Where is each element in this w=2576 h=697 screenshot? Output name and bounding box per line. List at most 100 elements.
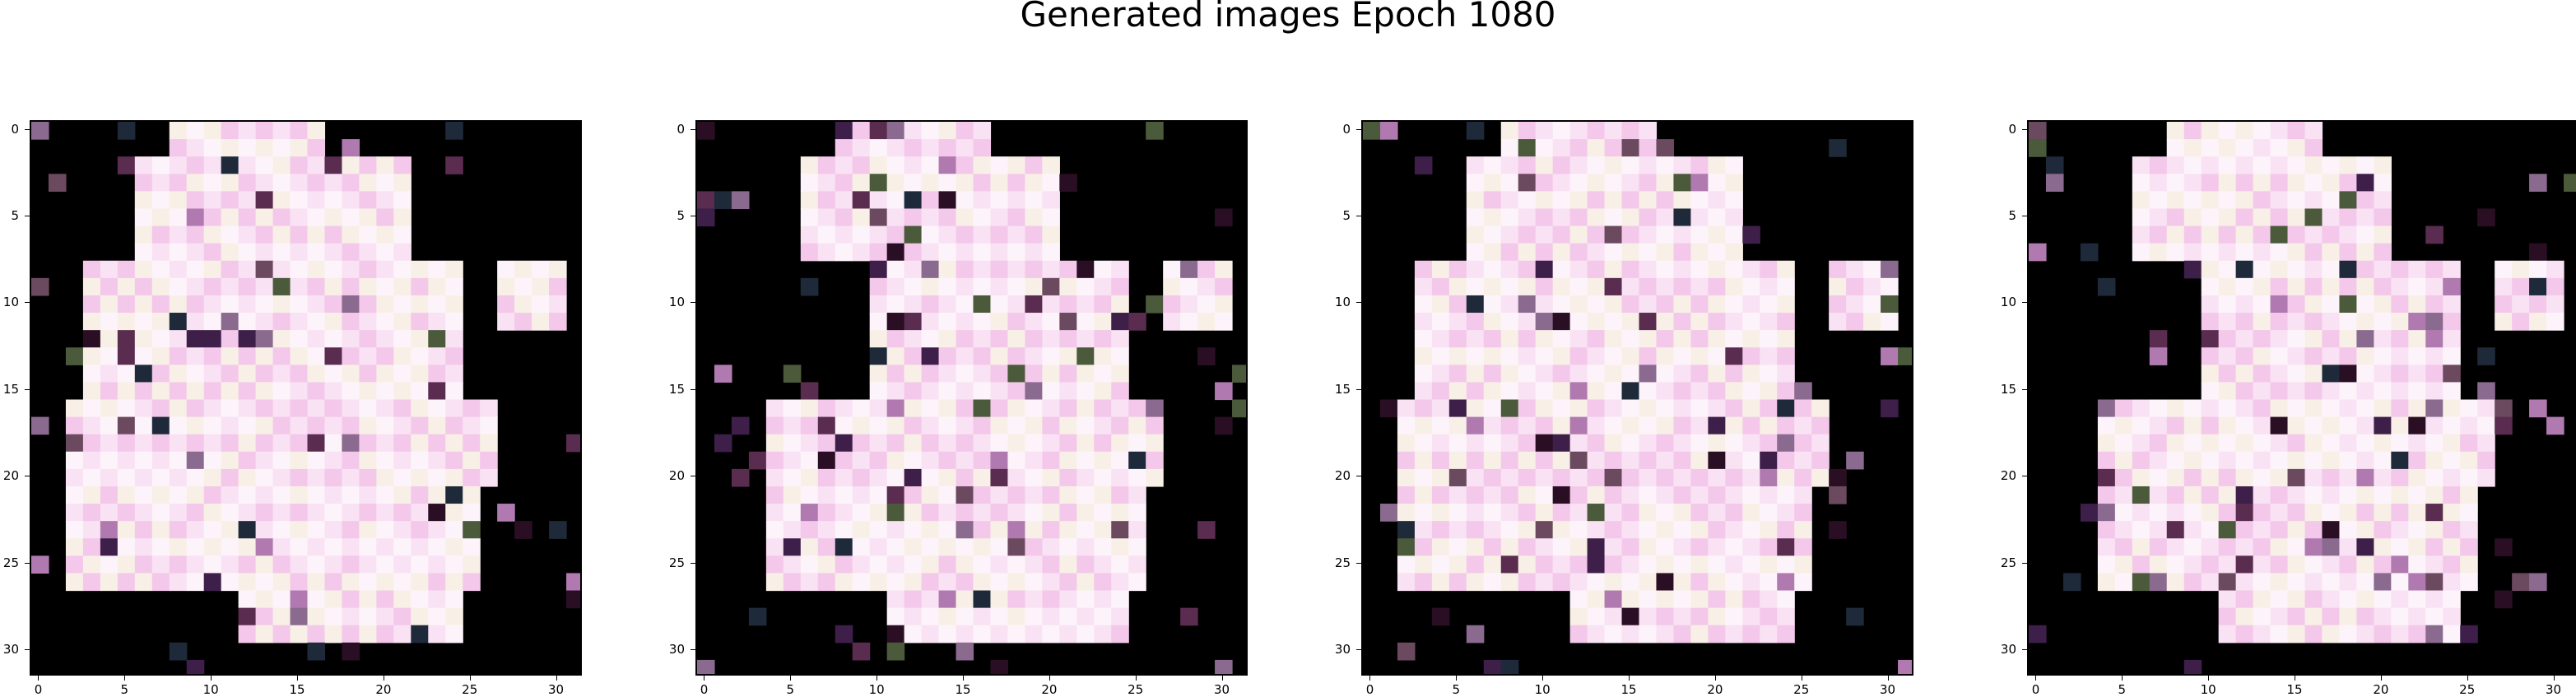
image-pixel (921, 347, 940, 365)
image-pixel (359, 208, 377, 227)
image-pixel (290, 434, 309, 453)
image-pixel (1448, 382, 1467, 401)
image-pixel (1569, 486, 1588, 504)
image-pixel (65, 468, 84, 487)
image-pixel (2235, 486, 2254, 504)
image-pixel (1094, 365, 1112, 383)
image-pixel (255, 555, 274, 574)
image-pixel (272, 590, 291, 609)
image-pixel (2132, 468, 2151, 487)
image-pixel (938, 191, 957, 210)
image-pixel (134, 521, 153, 539)
image-pixel (1448, 277, 1467, 296)
image-pixel (1466, 504, 1485, 522)
image-pixel (2235, 434, 2254, 453)
image-pixel (852, 521, 871, 539)
image-pixel (886, 468, 905, 487)
image-pixel (359, 191, 377, 210)
image-pixel (973, 451, 992, 470)
image-pixel (272, 277, 291, 296)
image-pixel (2253, 260, 2271, 279)
image-pixel (2529, 573, 2547, 592)
image-pixel (82, 555, 101, 574)
image-pixel (2304, 382, 2323, 401)
image-pixel (1059, 174, 1077, 192)
image-pixel (1569, 347, 1588, 365)
image-pixel (1483, 573, 1502, 592)
image-pixel (428, 277, 446, 296)
image-pixel (1059, 347, 1077, 365)
image-pixel (1397, 451, 1416, 470)
image-pixel (359, 434, 377, 453)
image-pixel (817, 208, 836, 227)
image-pixel (817, 538, 836, 556)
image-pixel (2287, 590, 2306, 609)
image-pixel (1708, 625, 1726, 644)
image-pixel (2391, 573, 2409, 592)
image-pixel (342, 434, 360, 453)
image-pixel (1397, 555, 1416, 574)
image-pixel (2287, 625, 2306, 644)
image-pixel (203, 555, 222, 574)
image-pixel (1604, 260, 1623, 279)
image-pixel (852, 538, 871, 556)
image-pixel (342, 243, 360, 262)
x-tick-label: 10 (1534, 682, 1551, 697)
image-pixel (2114, 555, 2133, 574)
image-pixel (1059, 607, 1077, 626)
image-pixel (1414, 434, 1433, 453)
image-pixel (1007, 260, 1026, 279)
image-pixel (2443, 330, 2461, 348)
image-pixel (2149, 555, 2168, 574)
image-pixel (2512, 277, 2530, 296)
image-pixel (411, 434, 429, 453)
image-pixel (1414, 451, 1433, 470)
image-pixel (1535, 504, 1554, 522)
image-pixel (1076, 504, 1095, 522)
image-pixel (2546, 313, 2564, 331)
image-pixel (1414, 156, 1433, 174)
image-pixel (151, 555, 170, 574)
image-pixel (1621, 295, 1640, 314)
image-pixel (238, 382, 257, 401)
image-pixel (376, 538, 394, 556)
image-pixel (1518, 573, 1537, 592)
image-pixel (2253, 365, 2271, 383)
image-pixel (393, 434, 412, 453)
image-pixel (869, 330, 888, 348)
image-pixel (1656, 382, 1675, 401)
image-pixel (376, 434, 394, 453)
image-pixel (904, 486, 923, 504)
x-tick-mark (2467, 676, 2468, 681)
image-pixel (1587, 208, 1606, 227)
image-pixel (2166, 174, 2185, 192)
image-pixel (1094, 607, 1112, 626)
image-pixel (886, 382, 905, 401)
image-pixel (1846, 313, 1864, 331)
image-pixel (65, 555, 84, 574)
image-pixel (1725, 607, 1743, 626)
image-pixel (1076, 555, 1095, 574)
image-pixel (1007, 313, 1026, 331)
image-pixel (1621, 590, 1640, 609)
image-pixel (2304, 555, 2323, 574)
image-pixel (2425, 382, 2443, 401)
image-pixel (151, 330, 170, 348)
image-pixel (2374, 504, 2392, 522)
x-tick-mark (297, 676, 299, 681)
image-pixel (2339, 399, 2358, 418)
image-pixel (2443, 365, 2461, 383)
image-pixel (2408, 451, 2426, 470)
image-pixel (342, 347, 360, 365)
image-pixel (2443, 573, 2461, 592)
image-pixel (1483, 243, 1502, 262)
image-pixel (342, 225, 360, 244)
image-pixel (938, 573, 957, 592)
image-pixel (800, 434, 819, 453)
x-tick-label: 5 (2118, 682, 2127, 697)
image-pixel (1587, 365, 1606, 383)
image-pixel (1431, 365, 1450, 383)
image-pixel (1881, 277, 1899, 296)
image-pixel (886, 330, 905, 348)
image-pixel (1535, 208, 1554, 227)
